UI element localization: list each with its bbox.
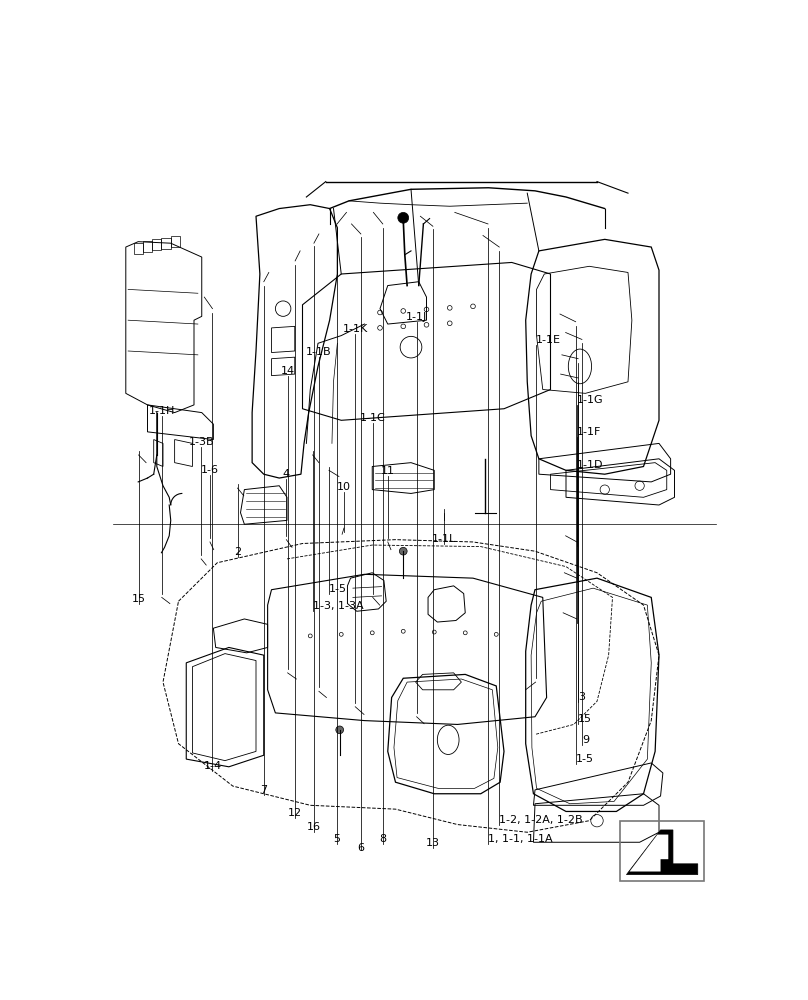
Text: 3: 3 [579,692,585,702]
Text: 1-1D: 1-1D [577,460,604,470]
Text: 1-3B: 1-3B [188,437,214,447]
Text: 1-1H: 1-1H [149,406,175,416]
Circle shape [398,212,409,223]
Text: 1-1C: 1-1C [360,413,385,423]
Text: 1-5: 1-5 [575,754,594,764]
Text: 1-1L: 1-1L [432,534,457,544]
Text: 1, 1-1, 1-1A: 1, 1-1, 1-1A [488,834,553,844]
Polygon shape [629,835,668,872]
Text: 1-1K: 1-1K [343,324,368,334]
Bar [621,821,704,881]
Text: 1-1J: 1-1J [406,312,427,322]
Polygon shape [626,830,698,875]
Text: 1-1F: 1-1F [577,427,601,437]
Text: 1-1B: 1-1B [306,347,332,357]
Text: 9: 9 [582,735,589,745]
Circle shape [399,547,407,555]
Text: 16: 16 [307,822,321,832]
Text: 1-3, 1-3A: 1-3, 1-3A [313,601,364,611]
Text: 13: 13 [426,838,440,848]
Text: 11: 11 [381,466,395,476]
Text: 14: 14 [280,366,295,376]
Text: 1-4: 1-4 [204,761,221,771]
Text: 15: 15 [579,714,592,724]
Text: 6: 6 [357,843,364,853]
Text: 15: 15 [132,594,145,604]
Text: 10: 10 [337,482,351,492]
Text: 2: 2 [234,547,241,557]
Text: 1-2, 1-2A, 1-2B: 1-2, 1-2A, 1-2B [499,815,583,825]
Text: 1-1G: 1-1G [577,395,604,405]
Text: 7: 7 [260,785,267,795]
Text: 8: 8 [379,834,386,844]
Text: 1-6: 1-6 [201,465,219,475]
Circle shape [336,726,343,734]
Text: 4: 4 [283,469,290,479]
Text: 1-1E: 1-1E [536,335,561,345]
Text: 1-5: 1-5 [329,584,347,594]
Text: 5: 5 [334,834,341,844]
Text: 12: 12 [288,808,302,818]
